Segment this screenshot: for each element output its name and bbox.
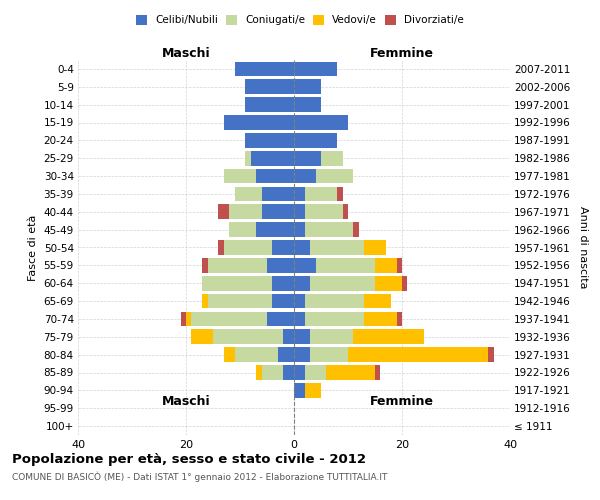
Bar <box>316 258 375 272</box>
Bar <box>294 80 321 94</box>
Bar <box>294 151 321 166</box>
Bar <box>375 276 402 290</box>
Bar <box>353 330 424 344</box>
Bar <box>191 330 213 344</box>
Bar <box>364 312 397 326</box>
Bar <box>294 276 310 290</box>
Text: Popolazione per età, sesso e stato civile - 2012: Popolazione per età, sesso e stato civil… <box>12 452 366 466</box>
Y-axis label: Fasce di età: Fasce di età <box>28 214 38 280</box>
Bar <box>251 151 294 166</box>
Bar <box>294 62 337 76</box>
Bar <box>202 294 208 308</box>
Text: Femmine: Femmine <box>370 47 434 60</box>
Bar <box>348 348 488 362</box>
Bar <box>202 276 272 290</box>
Text: Maschi: Maschi <box>161 395 211 408</box>
Bar <box>353 222 359 237</box>
Bar <box>245 133 294 148</box>
Bar <box>208 258 267 272</box>
Bar <box>326 365 375 380</box>
Bar <box>310 330 353 344</box>
Bar <box>310 240 364 255</box>
Bar <box>364 294 391 308</box>
Bar <box>375 365 380 380</box>
Bar <box>316 168 353 184</box>
Bar <box>224 115 294 130</box>
Bar <box>229 222 256 237</box>
Bar <box>272 294 294 308</box>
Bar <box>305 294 364 308</box>
Bar <box>262 186 294 201</box>
Bar <box>294 348 310 362</box>
Bar <box>294 294 305 308</box>
Legend: Celibi/Nubili, Coniugati/e, Vedovi/e, Divorziati/e: Celibi/Nubili, Coniugati/e, Vedovi/e, Di… <box>136 15 464 26</box>
Bar <box>235 186 262 201</box>
Bar <box>305 312 364 326</box>
Bar <box>267 258 294 272</box>
Bar <box>218 240 224 255</box>
Bar <box>343 204 348 219</box>
Bar <box>213 330 283 344</box>
Bar <box>262 365 283 380</box>
Bar <box>224 348 235 362</box>
Bar <box>256 168 294 184</box>
Bar <box>294 222 305 237</box>
Bar <box>267 312 294 326</box>
Bar <box>305 222 353 237</box>
Bar <box>245 98 294 112</box>
Bar <box>375 258 397 272</box>
Bar <box>245 151 251 166</box>
Bar <box>294 204 305 219</box>
Bar <box>224 168 256 184</box>
Bar <box>364 240 386 255</box>
Bar <box>397 312 402 326</box>
Bar <box>294 98 321 112</box>
Bar <box>235 348 278 362</box>
Bar <box>305 204 343 219</box>
Bar <box>294 383 305 398</box>
Bar <box>272 240 294 255</box>
Bar <box>305 186 337 201</box>
Bar <box>310 348 348 362</box>
Bar <box>186 312 191 326</box>
Text: COMUNE DI BASICÒ (ME) - Dati ISTAT 1° gennaio 2012 - Elaborazione TUTTITALIA.IT: COMUNE DI BASICÒ (ME) - Dati ISTAT 1° ge… <box>12 471 388 482</box>
Bar <box>305 365 326 380</box>
Bar <box>294 258 316 272</box>
Bar <box>235 62 294 76</box>
Bar <box>402 276 407 290</box>
Bar <box>191 312 267 326</box>
Bar <box>294 133 337 148</box>
Bar <box>294 240 310 255</box>
Bar <box>283 330 294 344</box>
Bar <box>218 204 229 219</box>
Bar <box>262 204 294 219</box>
Bar <box>283 365 294 380</box>
Bar <box>272 276 294 290</box>
Bar <box>294 115 348 130</box>
Bar <box>305 383 321 398</box>
Y-axis label: Anni di nascita: Anni di nascita <box>578 206 587 289</box>
Bar <box>294 365 305 380</box>
Bar <box>337 186 343 201</box>
Bar <box>256 365 262 380</box>
Bar <box>245 80 294 94</box>
Bar <box>208 294 272 308</box>
Text: Femmine: Femmine <box>370 395 434 408</box>
Bar <box>294 168 316 184</box>
Bar <box>294 330 310 344</box>
Bar <box>294 186 305 201</box>
Bar <box>488 348 494 362</box>
Bar <box>294 312 305 326</box>
Bar <box>310 276 375 290</box>
Bar <box>202 258 208 272</box>
Bar <box>278 348 294 362</box>
Bar <box>397 258 402 272</box>
Bar <box>321 151 343 166</box>
Bar <box>181 312 186 326</box>
Bar <box>229 204 262 219</box>
Bar <box>256 222 294 237</box>
Bar <box>224 240 272 255</box>
Text: Maschi: Maschi <box>161 47 211 60</box>
